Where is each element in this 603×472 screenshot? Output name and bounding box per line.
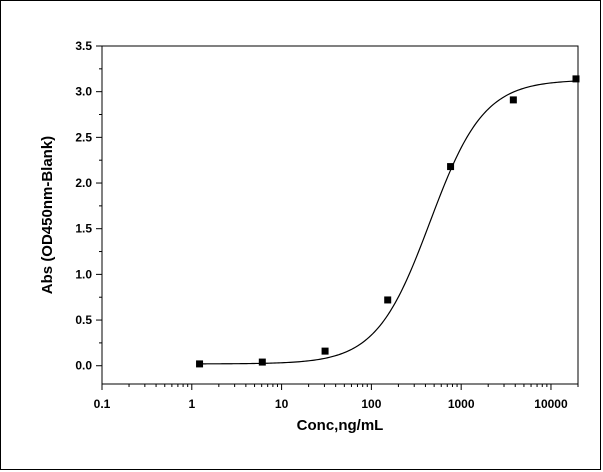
data-point [509, 96, 517, 104]
y-tick-label: 3.5 [75, 39, 92, 53]
y-tick-label: 1.5 [75, 222, 92, 236]
data-point [572, 75, 580, 83]
x-tick-label: 10000 [534, 397, 568, 411]
fit-curve [199, 80, 577, 365]
data-point [447, 163, 455, 171]
x-tick-label: 1 [188, 397, 195, 411]
axes [101, 45, 579, 385]
plot-border [101, 45, 579, 385]
y-tick-label: 2.0 [75, 176, 92, 190]
data-point [321, 347, 329, 355]
data-point [258, 358, 266, 366]
x-tick-label: 100 [361, 397, 381, 411]
data-point [384, 296, 392, 304]
x-axis-label: Conc,ng/mL [297, 417, 384, 434]
x-ticks: 0.1 1 10 100 1000 10000 [94, 384, 579, 411]
data-points [196, 75, 580, 368]
y-tick-label: 3.0 [75, 85, 92, 99]
y-tick-label: 0.0 [75, 359, 92, 373]
x-tick-label: 0.1 [94, 397, 111, 411]
data-point [196, 360, 204, 368]
y-tick-label: 0.5 [75, 313, 92, 327]
y-axis-label: Abs (OD450nm-Blank) [39, 136, 56, 294]
x-tick-label: 10 [275, 397, 289, 411]
y-ticks: 0.0 0.5 1.0 1.5 2.0 2.5 3.0 3.5 [75, 39, 102, 373]
x-tick-label: 1000 [448, 397, 475, 411]
y-tick-label: 2.5 [75, 130, 92, 144]
y-tick-label: 1.0 [75, 267, 92, 281]
